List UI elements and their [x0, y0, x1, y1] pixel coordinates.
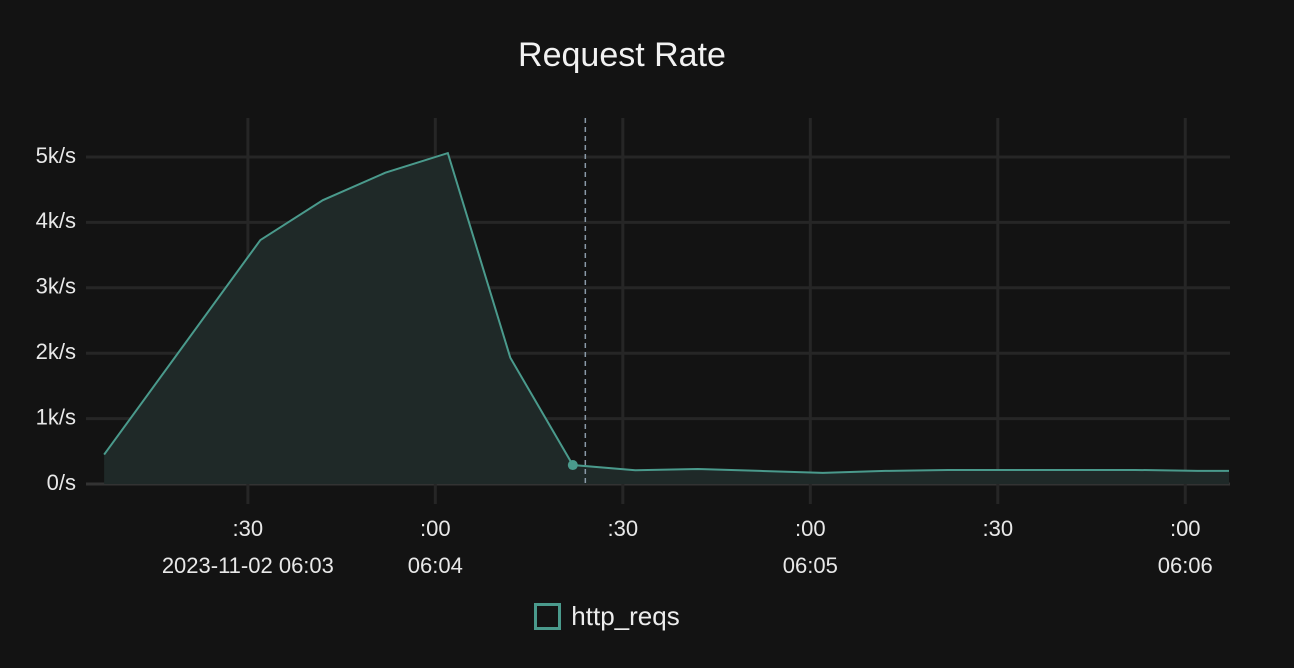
x-tick-label: :30: [233, 516, 264, 541]
legend-label-http-reqs[interactable]: http_reqs: [571, 601, 680, 631]
data-point: [567, 460, 578, 471]
x-tick-label: :00: [420, 516, 451, 541]
y-tick-label: 4k/s: [36, 208, 76, 233]
legend-swatch-http-reqs[interactable]: [534, 603, 562, 630]
y-tick-label: 2k/s: [36, 339, 76, 364]
x-tick-sublabel: 06:06: [1158, 553, 1213, 578]
chart-title: Request Rate: [518, 36, 726, 74]
y-tick-label: 3k/s: [36, 274, 76, 299]
x-tick-label: :00: [795, 516, 826, 541]
x-axis-ticks: :30 2023-11-02 06:03 :00 06:04 :30 :00 06:05 :3…: [162, 516, 1213, 578]
y-tick-label: 1k/s: [36, 404, 76, 429]
x-tick-sublabel: 06:04: [408, 553, 463, 578]
y-tick-label: 0/s: [47, 470, 76, 495]
x-tick-sublabel: 06:05: [783, 553, 838, 578]
area-layer: [103, 151, 1229, 485]
x-tick-label: :00: [1170, 516, 1201, 541]
x-tick-sublabel: 2023-11-02 06:03: [162, 553, 334, 578]
x-tick-label: :30: [982, 516, 1013, 541]
x-tick-label: :30: [608, 516, 639, 541]
series-line: [103, 151, 1229, 474]
legend[interactable]: http_reqs: [0, 601, 1214, 632]
series-area-fill: [104, 153, 1229, 485]
y-tick-label: 5k/s: [36, 143, 76, 168]
y-axis-ticks: 0/s 1k/s 2k/s 3k/s 4k/s 5k/s: [36, 143, 76, 495]
